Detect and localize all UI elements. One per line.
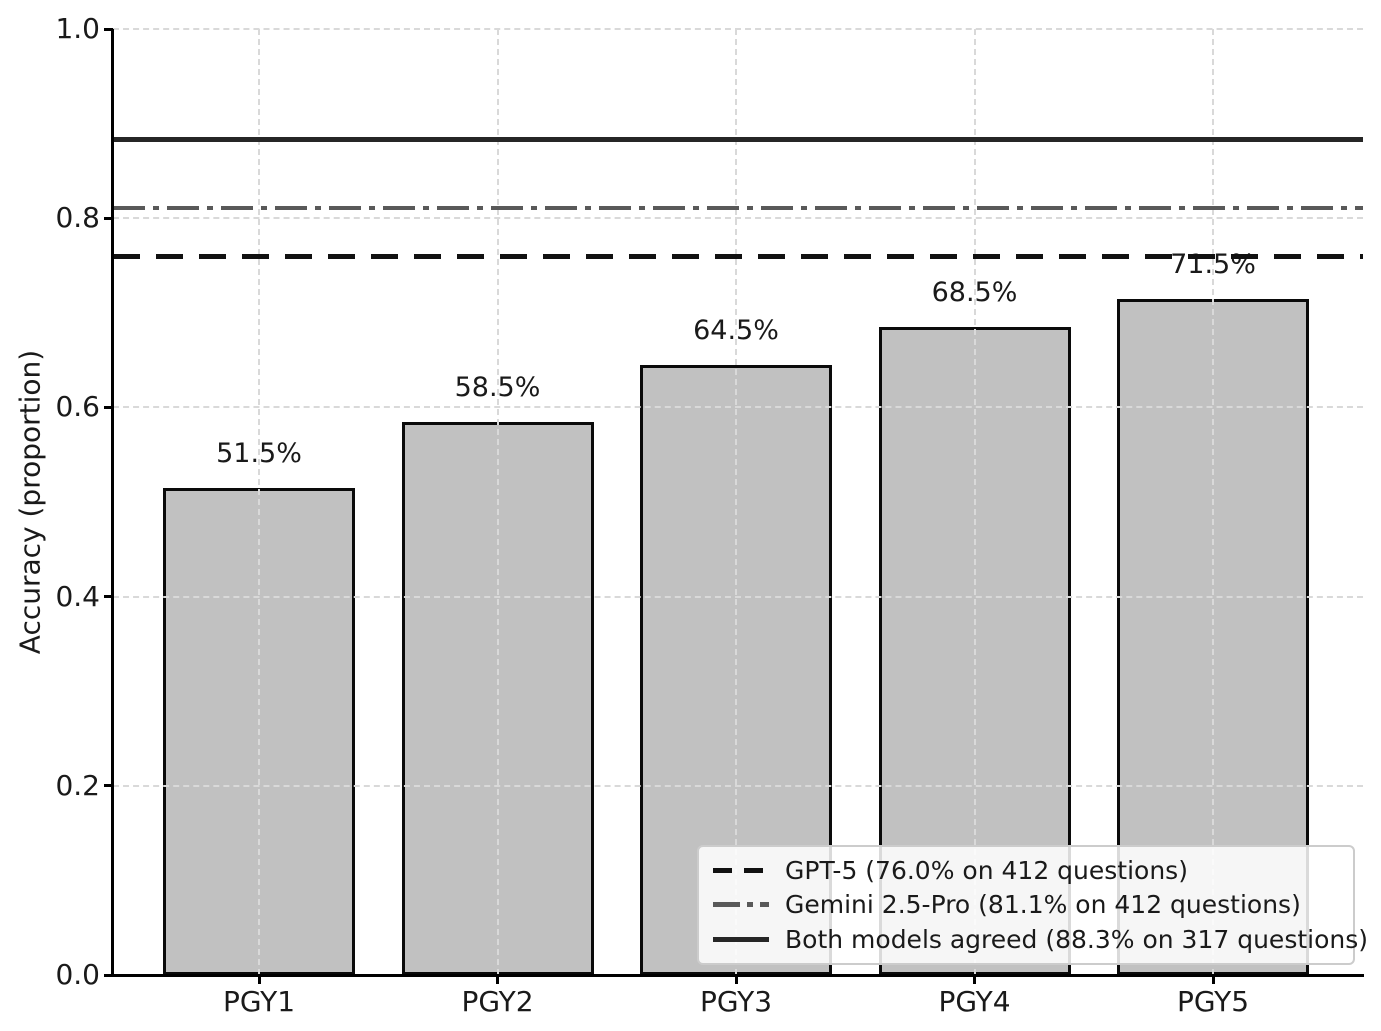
y-tick-label: 0.6 (55, 390, 100, 424)
reference-line-gemini-25-pro (113, 205, 1363, 210)
x-gridline (258, 29, 260, 975)
x-tick-mark (496, 975, 499, 984)
y-gridline (113, 28, 1363, 30)
y-gridline (113, 406, 1363, 409)
y-gridline (113, 784, 1363, 787)
x-tick-label: PGY5 (1176, 985, 1250, 1018)
x-tick-label: PGY1 (222, 985, 296, 1018)
y-tick-label: 0.8 (55, 201, 100, 235)
x-tick-label: PGY2 (461, 985, 534, 1018)
x-tick-mark (257, 975, 261, 984)
y-tick-mark (104, 405, 113, 409)
y-tick-mark (104, 595, 113, 599)
legend-item-gpt5: GPT-5 (76.0% on 412 questions) (713, 857, 1339, 884)
y-tick-mark (104, 973, 113, 977)
x-tick-mark (973, 975, 976, 984)
y-gridline (113, 217, 1363, 220)
y-axis-spine (111, 29, 114, 976)
x-gridline (1212, 29, 1214, 975)
x-tick-label: PGY3 (699, 985, 773, 1018)
y-axis-label: Accuracy (proportion) (13, 349, 47, 655)
reference-line-gpt5 (113, 253, 1363, 259)
x-tick-mark (1211, 975, 1215, 984)
x-tick-label: PGY4 (938, 985, 1011, 1018)
x-gridline (496, 29, 499, 975)
y-tick-mark (104, 784, 113, 788)
y-tick-label: 0.4 (55, 579, 100, 613)
x-gridline (973, 29, 976, 975)
y-gridline (113, 595, 1363, 598)
legend-item-gemini: Gemini 2.5-Pro (81.1% on 412 questions) (713, 891, 1339, 918)
legend-label: Both models agreed (88.3% on 317 questio… (785, 925, 1369, 955)
legend-item-both-agreed: Both models agreed (88.3% on 317 questio… (713, 926, 1368, 953)
x-axis-spine (111, 974, 1364, 977)
dashdot-line-sample-icon (713, 902, 769, 908)
reference-line-both-models-agreed (113, 137, 1363, 143)
legend: GPT-5 (76.0% on 412 questions) Gemini 2.… (697, 845, 1368, 965)
solid-line-sample-icon (713, 937, 769, 943)
y-tick-label: 0.2 (55, 768, 100, 802)
y-tick-mark (104, 27, 113, 31)
dashed-line-sample-icon (713, 867, 769, 873)
x-tick-mark (734, 975, 738, 984)
legend-label: Gemini 2.5-Pro (81.1% on 412 questions) (785, 890, 1301, 920)
legend-label: GPT-5 (76.0% on 412 questions) (785, 855, 1188, 885)
y-tick-label: 1.0 (55, 12, 100, 45)
y-tick-label: 0.0 (55, 958, 100, 991)
y-tick-mark (104, 216, 113, 220)
x-gridline (735, 29, 737, 975)
